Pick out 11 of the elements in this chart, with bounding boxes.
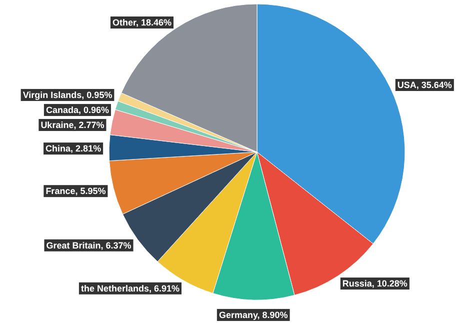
- slice-label: Germany, 8.90%: [218, 310, 288, 320]
- slice-label: USA, 35.64%: [397, 80, 452, 90]
- slice-label: France, 5.95%: [46, 186, 106, 196]
- slice-label: Canada, 0.96%: [46, 104, 109, 115]
- slice-label: the Netherlands, 6.91%: [80, 283, 180, 294]
- slice-label: Russia, 10.28%: [342, 278, 408, 289]
- slice-label: Other, 18.46%: [112, 18, 172, 28]
- slice-label: Virgin Islands, 0.95%: [22, 90, 112, 100]
- slice-label: Ukraine, 2.77%: [40, 120, 104, 130]
- slice-label: Great Britain, 6.37%: [46, 240, 132, 250]
- slice-label: China, 2.81%: [46, 144, 102, 154]
